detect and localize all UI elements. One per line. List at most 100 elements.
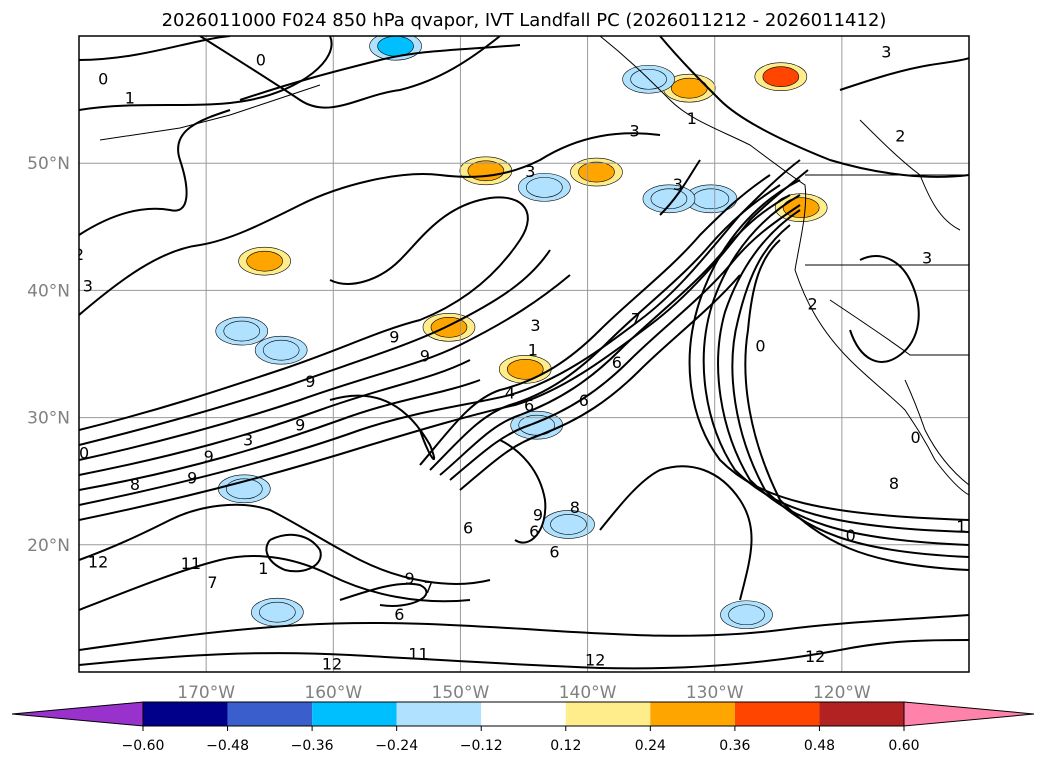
colorbar-tick-label: −0.60 (122, 738, 165, 754)
colorbar-segment-6 (650, 702, 735, 726)
colorbar-segment-7 (734, 702, 820, 726)
lon-tick-label: 140°W (559, 683, 617, 703)
anomaly-region-5 (782, 197, 820, 219)
contour-label: 3 (881, 43, 891, 62)
coastline (99, 36, 969, 496)
contour-label: 9 (204, 447, 214, 466)
anomaly-region-19 (259, 601, 296, 623)
colorbar-tick-label: 0.24 (635, 738, 666, 754)
contour-label: 6 (524, 396, 534, 415)
contour-label: 6 (549, 543, 559, 562)
contour-label: 9 (420, 347, 430, 366)
contour-label: 1 (258, 559, 268, 578)
contour-label: 12 (585, 651, 605, 670)
contour-label: 3 (530, 316, 540, 335)
contour-label: 8 (130, 475, 140, 494)
contour-label: 3 (83, 277, 93, 296)
colorbar-segment-4 (481, 702, 566, 726)
contour-label: 9 (533, 506, 543, 525)
anomaly-region-10 (262, 339, 300, 361)
colorbar-tick-label: 0.36 (719, 738, 750, 754)
colorbar-tick-label: −0.36 (291, 738, 334, 754)
anomaly-region-9 (692, 188, 730, 210)
map-frame (78, 35, 970, 673)
chart-title: 2026011000 F024 850 hPa qvapor, IVT Land… (162, 10, 887, 31)
colorbar: −0.60 −0.48 −0.36 −0.24 −0.12 0.12 0.24 0.36 0.4… (11, 701, 1035, 754)
lon-tick-label: 170°W (177, 683, 235, 703)
lat-tick-label: 50°N (27, 154, 70, 174)
anomaly-halo-18 (911, 676, 963, 704)
contour-label: 11 (181, 554, 201, 573)
contour-label: 6 (463, 518, 473, 537)
colorbar-segment-2 (312, 702, 397, 726)
longitude-axis: 170°W 160°W 150°W 140°W 130°W 120°W (177, 683, 871, 703)
colorbar-segment-0 (143, 702, 228, 726)
contour-label: 8 (889, 474, 899, 493)
anomaly-region-7 (430, 316, 468, 338)
contour-label: 0 (846, 526, 856, 545)
contour-label: 9 (404, 569, 414, 588)
lat-tick-label: 40°N (27, 281, 70, 301)
contour-label: 3 (673, 175, 683, 194)
colorbar-tick-label: −0.12 (460, 738, 503, 754)
contour-label: 6 (529, 522, 539, 541)
colorbar-tick-label: −0.48 (206, 738, 249, 754)
colorbar-segment-8 (819, 702, 904, 726)
anomaly-region-0 (246, 250, 283, 272)
contour-label: 3 (630, 121, 640, 140)
contour-label: 10 (136, 672, 156, 691)
contour-label: 11 (155, 676, 175, 695)
contour-label: 2 (895, 127, 905, 146)
contour-label: 4 (505, 384, 515, 403)
anomaly-region-1 (467, 160, 505, 182)
colorbar-extend-high (903, 701, 1035, 727)
contour-label: 1 (956, 517, 966, 536)
anomaly-region-16 (526, 177, 563, 198)
contour-label: 1 (528, 340, 538, 359)
anomaly-region-11 (223, 320, 261, 342)
contour-label: 1 (687, 109, 697, 128)
anomaly-region-3 (506, 358, 544, 380)
contour-label: 6 (612, 353, 622, 372)
contour-label: 3 (525, 162, 535, 181)
latitude-axis: 20°N 30°N 40°N 50°N (27, 154, 70, 556)
contour-label: 9 (305, 372, 315, 391)
contour-label: 3 (243, 431, 253, 450)
anomaly-region-18 (919, 680, 955, 700)
colorbar-tick-label: 0.12 (550, 738, 581, 754)
colorbar-tick-label: −0.24 (375, 738, 418, 754)
contour-label: 2 (74, 245, 84, 264)
contour-label: 11 (408, 644, 428, 663)
contour-label: 0 (911, 428, 921, 447)
anomaly-region-21 (377, 36, 414, 57)
anomaly-region-20 (550, 514, 587, 535)
contour-label: 8 (570, 498, 580, 517)
contour-label: 0 (256, 50, 266, 69)
lat-tick-label: 30°N (27, 409, 70, 429)
colorbar-segment-5 (565, 702, 651, 726)
anomaly-region-2 (578, 161, 615, 183)
colorbar-tick-label: 0.48 (804, 738, 835, 754)
contour-label: 0 (98, 69, 108, 88)
colorbar-segment-3 (396, 702, 482, 726)
lat-tick-label: 20°N (27, 536, 70, 556)
contour-label: 12 (322, 654, 342, 673)
anomaly-region-17 (728, 604, 765, 626)
contour-label: 1 (125, 88, 135, 107)
contour-label: 7 (207, 573, 217, 592)
contour-label: 7 (424, 578, 434, 597)
contour-label: 6 (579, 391, 589, 410)
contour-label: 2 (808, 294, 818, 313)
lon-tick-label: 130°W (686, 683, 744, 703)
contour-label: 9 (295, 415, 305, 434)
contour-label: 7 (631, 310, 641, 329)
contour-label: 6 (394, 605, 404, 624)
contour-label: 10 (69, 443, 89, 462)
contour-label: 9 (187, 469, 197, 488)
colorbar-segment-1 (227, 702, 313, 726)
lon-tick-label: 120°W (813, 683, 871, 703)
contour-lines (79, 36, 969, 670)
shaded-anomaly-layer (215, 36, 963, 704)
